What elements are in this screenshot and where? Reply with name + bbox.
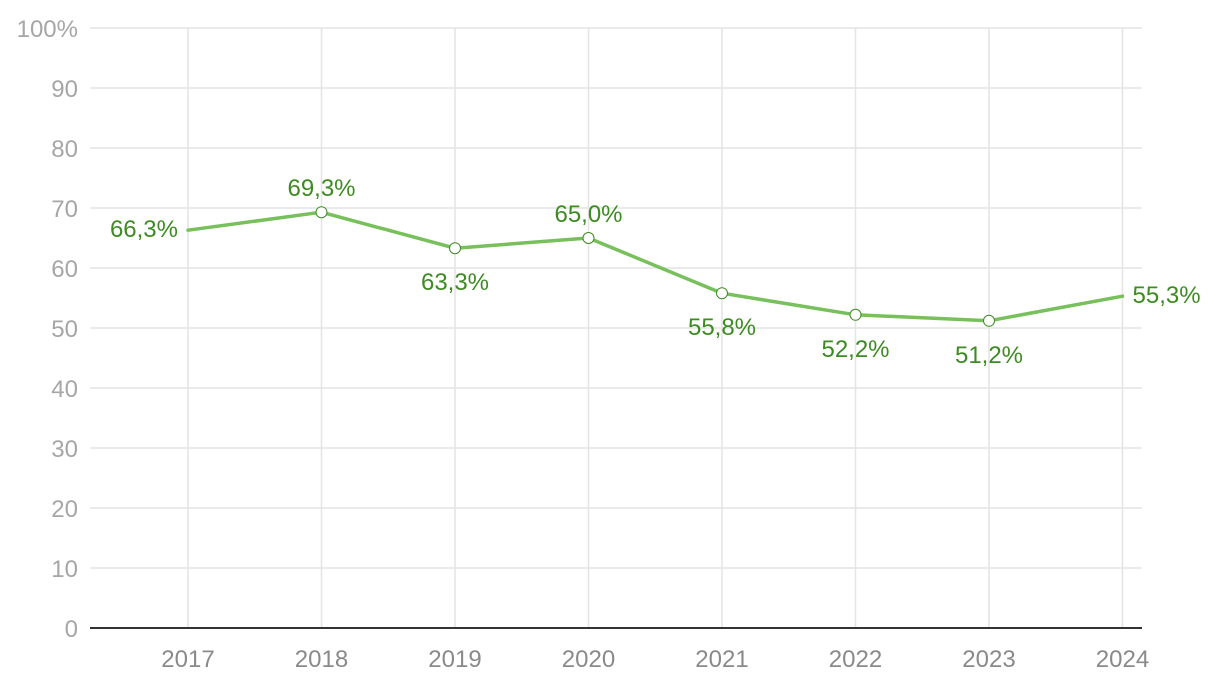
y-tick-label: 100% (17, 16, 78, 43)
y-axis: 0 10 20 30 40 50 60 70 80 90 100% (17, 16, 78, 643)
x-tick-label: 2024 (1096, 646, 1149, 673)
y-tick-label: 40 (51, 376, 78, 403)
y-tick-label: 80 (51, 136, 78, 163)
data-point (983, 314, 995, 327)
data-label: 52,2% (821, 336, 889, 363)
x-tick-label: 2018 (295, 646, 348, 673)
data-label: 66,3% (110, 216, 178, 243)
y-tick-label: 70 (51, 196, 78, 223)
grid (90, 27, 1142, 628)
data-label: 65,0% (554, 201, 622, 228)
data-point (315, 206, 328, 219)
x-tick-label: 2019 (428, 646, 481, 673)
data-point (449, 242, 461, 255)
y-tick-label: 90 (51, 76, 78, 103)
x-tick-label: 2017 (161, 646, 214, 673)
x-tick-label: 2021 (695, 646, 748, 673)
x-tick-label: 2023 (962, 646, 1015, 673)
data-label: 55,3% (1133, 282, 1201, 309)
data-point (716, 287, 728, 300)
data-point (582, 232, 595, 244)
data-label: 69,3% (287, 175, 355, 202)
y-tick-label: 30 (51, 436, 78, 463)
data-labels: 66,3% 69,3% 63,3% 65,0% 55,8% 52,2% 51,2% 55,3% (110, 175, 1201, 369)
x-axis: 2017 2018 2019 2020 2021 2022 2023 2024 (90, 627, 1149, 673)
y-tick-label: 0 (65, 616, 78, 643)
y-tick-label: 50 (51, 316, 78, 343)
x-tick-label: 2022 (829, 646, 882, 673)
y-tick-label: 10 (51, 556, 78, 583)
y-tick-label: 60 (51, 256, 78, 283)
data-label: 51,2% (955, 342, 1023, 369)
x-tick-label: 2020 (562, 646, 615, 673)
data-label: 63,3% (421, 269, 489, 296)
y-tick-label: 20 (51, 496, 78, 523)
data-point (849, 308, 862, 321)
series-line (186, 210, 1125, 323)
data-label: 55,8% (688, 314, 756, 341)
series (186, 206, 1125, 327)
